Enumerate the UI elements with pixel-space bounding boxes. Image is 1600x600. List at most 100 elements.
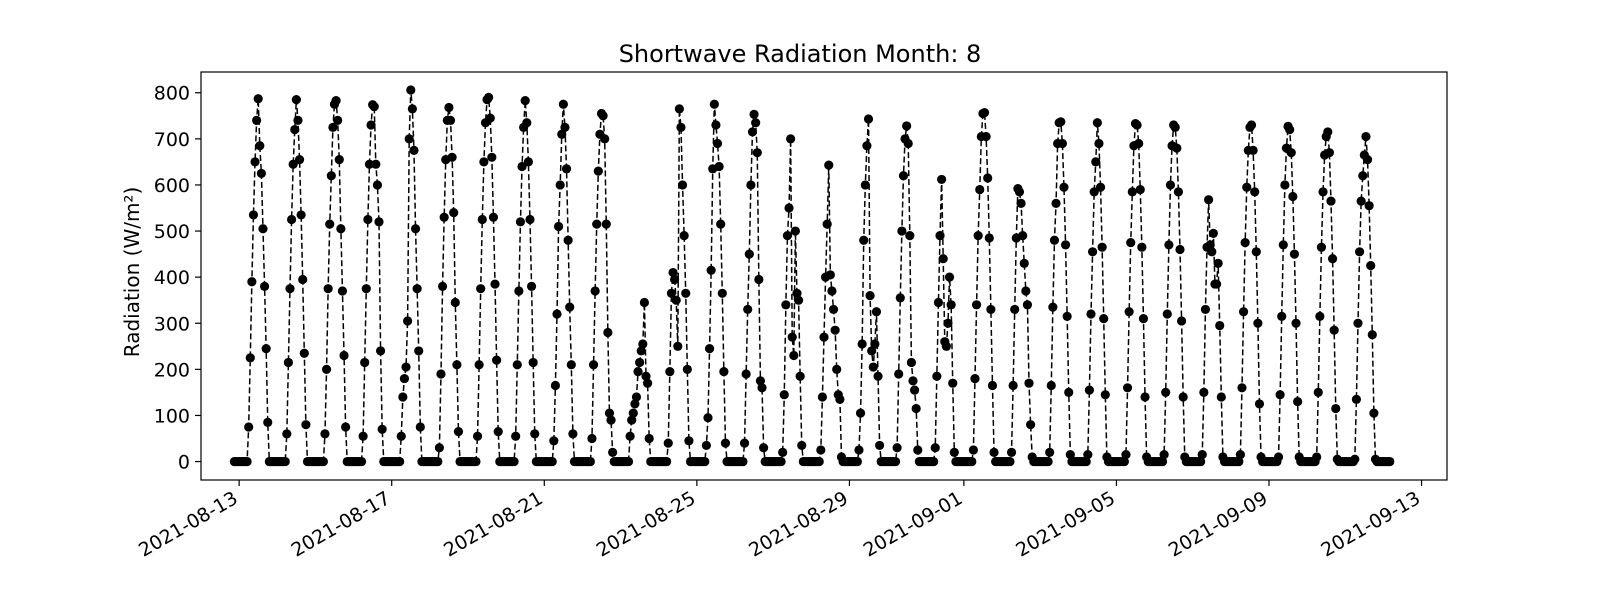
data-point [676, 122, 686, 132]
data-point [827, 286, 837, 296]
data-point [1199, 387, 1209, 398]
data-point [245, 353, 255, 363]
data-point [1172, 143, 1182, 153]
data-point [409, 145, 419, 155]
data-point [835, 394, 845, 404]
data-point [854, 445, 864, 455]
data-point [517, 161, 527, 172]
data-point [1312, 452, 1322, 462]
data-point [1048, 302, 1058, 312]
data-point [817, 392, 828, 402]
data-point [862, 141, 872, 151]
data-point [754, 274, 764, 285]
data-point [450, 297, 460, 308]
data-point [679, 231, 689, 241]
x-tick-label: 2021-08-29 [745, 487, 852, 561]
data-point [717, 288, 727, 298]
data-point [1022, 300, 1033, 310]
data-point [1248, 145, 1258, 155]
data-point [1237, 383, 1247, 393]
data-point [553, 221, 564, 232]
data-point [703, 413, 713, 423]
data-point [1016, 198, 1026, 208]
data-point [984, 233, 994, 243]
data-point [255, 141, 265, 151]
data-point [1097, 242, 1107, 252]
data-point [968, 445, 978, 455]
data-point [744, 249, 754, 259]
data-point [825, 270, 835, 280]
data-point [828, 304, 839, 315]
data-point [336, 224, 346, 234]
data-point [1358, 171, 1368, 181]
data-point [604, 408, 615, 418]
data-point [892, 443, 902, 453]
data-point [1006, 447, 1017, 457]
data-point [453, 426, 464, 437]
data-point [252, 115, 262, 126]
data-point [552, 309, 562, 319]
data-point [358, 431, 368, 441]
data-point [1094, 138, 1104, 149]
data-point [1240, 237, 1250, 248]
data-point [1291, 318, 1301, 328]
data-point [294, 154, 305, 165]
data-point [1057, 138, 1067, 149]
data-point [471, 456, 481, 467]
data-point [1208, 228, 1218, 238]
data-point [1178, 392, 1188, 402]
data-point [1099, 314, 1109, 324]
data-point [563, 235, 573, 245]
data-point [1170, 122, 1180, 132]
data-point [898, 171, 909, 181]
data-point [485, 113, 495, 123]
data-point [868, 362, 878, 372]
data-point [894, 369, 904, 379]
data-point [515, 217, 526, 227]
data-point [437, 281, 448, 291]
data-point [325, 219, 335, 229]
data-point [897, 226, 907, 236]
data-point [520, 95, 530, 106]
data-point [967, 456, 977, 467]
data-point [1285, 125, 1295, 135]
data-point [682, 364, 692, 374]
plot-frame [200, 71, 1448, 481]
data-point [871, 307, 882, 317]
data-point [1238, 307, 1249, 317]
data-point [1385, 456, 1395, 467]
data-point [1316, 242, 1327, 252]
data-point [514, 286, 524, 296]
data-point [1362, 154, 1373, 165]
data-point [263, 417, 273, 427]
data-point [320, 429, 330, 439]
data-point [396, 431, 406, 441]
data-point [259, 281, 270, 291]
x-tick-label: 2021-08-21 [440, 487, 547, 561]
data-point [526, 281, 537, 291]
data-point [793, 295, 804, 305]
y-tick-label: 600 [154, 175, 190, 197]
data-point [623, 456, 634, 467]
data-point [1204, 195, 1214, 205]
x-tick-label: 2021-08-17 [288, 487, 395, 561]
data-point [700, 456, 710, 467]
data-point [484, 92, 494, 102]
data-point [364, 159, 375, 169]
data-point [1081, 456, 1091, 467]
data-point [986, 304, 996, 315]
data-point [1046, 380, 1056, 391]
data-point [445, 115, 456, 126]
data-point [1165, 180, 1176, 190]
data-point [333, 115, 343, 126]
data-point [790, 226, 800, 236]
data-point [318, 456, 328, 467]
data-point [247, 277, 257, 287]
data-point [627, 415, 637, 425]
data-point [752, 148, 762, 158]
data-point [1326, 196, 1336, 206]
data-point [1056, 117, 1066, 127]
data-point [1157, 456, 1168, 467]
data-point [749, 109, 759, 120]
data-point [1246, 120, 1257, 130]
